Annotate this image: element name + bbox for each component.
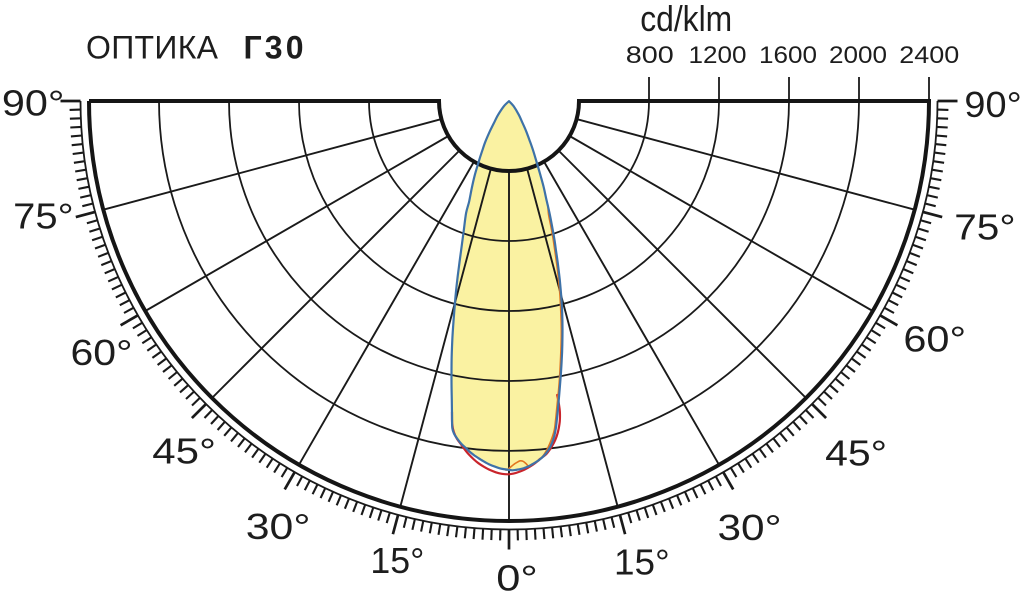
svg-text:60°: 60° [71, 332, 133, 373]
svg-text:60°: 60° [903, 319, 966, 360]
svg-text:2000: 2000 [829, 42, 887, 69]
svg-text:15°: 15° [614, 542, 670, 583]
svg-text:cd/klm: cd/klm [640, 0, 732, 39]
svg-text:45°: 45° [825, 433, 887, 474]
svg-text:75°: 75° [954, 207, 1015, 248]
svg-text:1200: 1200 [689, 42, 747, 69]
svg-text:45°: 45° [152, 431, 216, 472]
svg-text:800: 800 [626, 42, 674, 69]
svg-text:1600: 1600 [759, 42, 817, 69]
svg-text:ОПТИКА: ОПТИКА [86, 30, 219, 66]
svg-text:15°: 15° [370, 540, 424, 581]
svg-text:30°: 30° [718, 507, 782, 548]
svg-text:30°: 30° [246, 506, 311, 547]
svg-text:0°: 0° [496, 558, 538, 599]
svg-text:Г30: Г30 [244, 30, 304, 66]
svg-text:75°: 75° [13, 196, 73, 237]
svg-text:90°: 90° [2, 83, 65, 124]
svg-text:90°: 90° [964, 84, 1021, 125]
svg-text:2400: 2400 [899, 42, 959, 69]
